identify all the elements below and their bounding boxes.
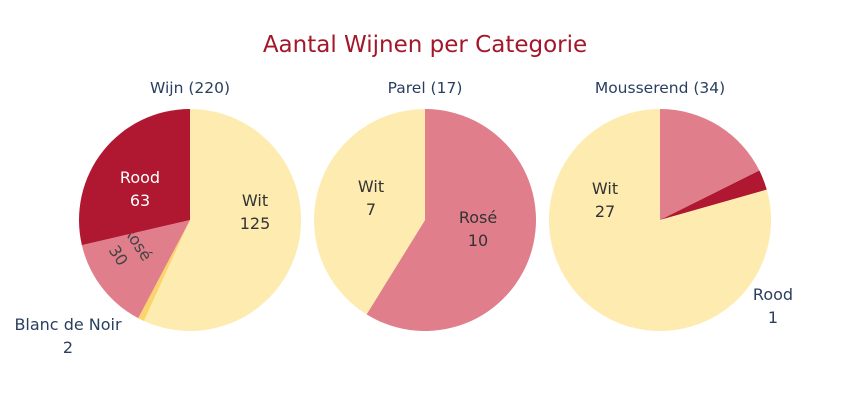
slice-wit [314, 109, 425, 315]
pie-title: Wijn (220) [150, 79, 230, 97]
slice-label-rood: Rood 63 [120, 168, 160, 210]
slice-wit [548, 109, 771, 331]
slice-label-wit: Wit 27 [592, 179, 618, 221]
pie-title: Parel (17) [388, 79, 463, 97]
slice-label-wit: Wit 125 [240, 191, 271, 233]
pie-mousserend: Mousserend (34)Rosé6Rood1Wit27 [548, 79, 793, 331]
slice-rose [81, 220, 190, 319]
slice-label-rose: Rosé 10 [459, 208, 497, 250]
slice-label-rood: Rood 1 [753, 285, 793, 327]
slice-rood [660, 170, 767, 220]
slice-label-wit: Wit 7 [358, 177, 384, 219]
pie-parel: Parel (17) Rosé 10 Wit 7 [314, 79, 537, 331]
slice-rose [366, 109, 537, 331]
slice-blanc-de-noir [138, 220, 190, 321]
slice-rose [660, 109, 760, 220]
slice-rood [78, 109, 190, 246]
chart-title: Aantal Wijnen per Categorie [263, 32, 587, 58]
slice-wit [143, 109, 302, 331]
pie-title: Mousserend (34) [595, 79, 725, 97]
slice-label-blanc-de-noir: Blanc de Noir 2 [14, 315, 122, 357]
